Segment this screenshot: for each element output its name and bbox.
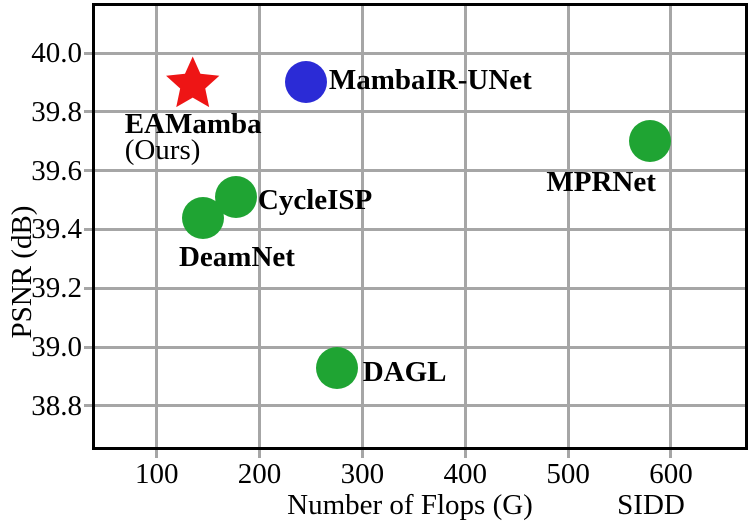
point-label-cycleisp: CycleISP xyxy=(257,184,373,217)
x-tick-100 xyxy=(155,450,159,458)
point-label-text-mambair-unet: MambaIR-UNet xyxy=(328,64,532,97)
point-label-deamnet: DeamNet xyxy=(178,240,295,273)
point-dagl-circle-marker xyxy=(315,346,358,389)
dataset-label: SIDD xyxy=(617,489,685,521)
y-tick-label-39.4: 39.4 xyxy=(31,213,82,246)
x-tick-label-600: 600 xyxy=(649,458,693,490)
y-tick-38.8 xyxy=(84,404,92,408)
point-mprnet-circle-marker xyxy=(629,120,672,163)
point-mambair-unet-circle-marker xyxy=(284,61,327,104)
point-label-mambair-unet: MambaIR-UNet xyxy=(328,64,532,97)
x-tick-300 xyxy=(360,450,364,458)
x-tick-label-100: 100 xyxy=(134,458,179,490)
gridline-x-600 xyxy=(669,6,673,447)
point-sublabel-eamamba: (Ours) xyxy=(124,134,201,167)
y-tick-label-38.8: 38.8 xyxy=(31,389,82,422)
gridline-y-39.8 xyxy=(95,110,745,114)
y-tick-label-39.0: 39.0 xyxy=(31,331,82,364)
plot-area: EAMamba (Ours) MambaIR-UNet CycleISP DeamNet… xyxy=(92,3,748,450)
y-tick-39.6 xyxy=(84,169,92,173)
y-tick-label-39.8: 39.8 xyxy=(31,95,82,128)
y-tick-39.8 xyxy=(84,110,92,114)
y-tick-label-39.6: 39.6 xyxy=(31,154,82,187)
point-label-text-mprnet: MPRNet xyxy=(546,166,656,199)
point-label-eamamba: EAMamba (Ours) xyxy=(124,108,262,167)
x-tick-label-200: 200 xyxy=(237,458,282,490)
x-tick-200 xyxy=(258,450,262,458)
y-tick-39.4 xyxy=(84,227,92,231)
gridline-x-300 xyxy=(360,6,364,447)
y-tick-39.2 xyxy=(84,286,92,290)
gridline-y-39.6 xyxy=(95,169,745,173)
point-label-text-eamamba: EAMamba xyxy=(124,108,262,141)
gridline-y-39.2 xyxy=(95,286,745,290)
y-tick-39.0 xyxy=(84,345,92,349)
x-tick-label-300: 300 xyxy=(340,458,385,490)
gridline-x-500 xyxy=(566,6,570,447)
point-label-dagl: DAGL xyxy=(362,355,447,388)
point-label-text-dagl: DAGL xyxy=(362,355,447,388)
x-tick-label-400: 400 xyxy=(443,458,488,490)
y-tick-label-40.0: 40.0 xyxy=(31,37,82,70)
point-label-mprnet: MPRNet xyxy=(546,166,656,199)
gridline-y-38.8 xyxy=(95,404,745,408)
point-label-text-cycleisp: CycleISP xyxy=(257,184,373,217)
x-tick-label-500: 500 xyxy=(546,458,590,490)
x-tick-600 xyxy=(669,450,673,458)
gridline-y-39.0 xyxy=(95,345,745,349)
gridline-x-400 xyxy=(463,6,467,447)
point-label-text-deamnet: DeamNet xyxy=(178,240,295,273)
gridline-x-100 xyxy=(155,6,159,447)
gridline-x-200 xyxy=(258,6,262,447)
gridline-y-39.4 xyxy=(95,227,745,231)
x-tick-400 xyxy=(463,450,467,458)
y-tick-40.0 xyxy=(84,51,92,55)
gridline-y-40.0 xyxy=(95,51,745,55)
point-eamamba-star-marker xyxy=(166,56,220,108)
x-tick-500 xyxy=(566,450,570,458)
x-axis-label: Number of Flops (G) xyxy=(287,489,533,521)
point-deamnet-circle-marker xyxy=(181,196,224,239)
y-tick-label-39.2: 39.2 xyxy=(31,272,82,305)
